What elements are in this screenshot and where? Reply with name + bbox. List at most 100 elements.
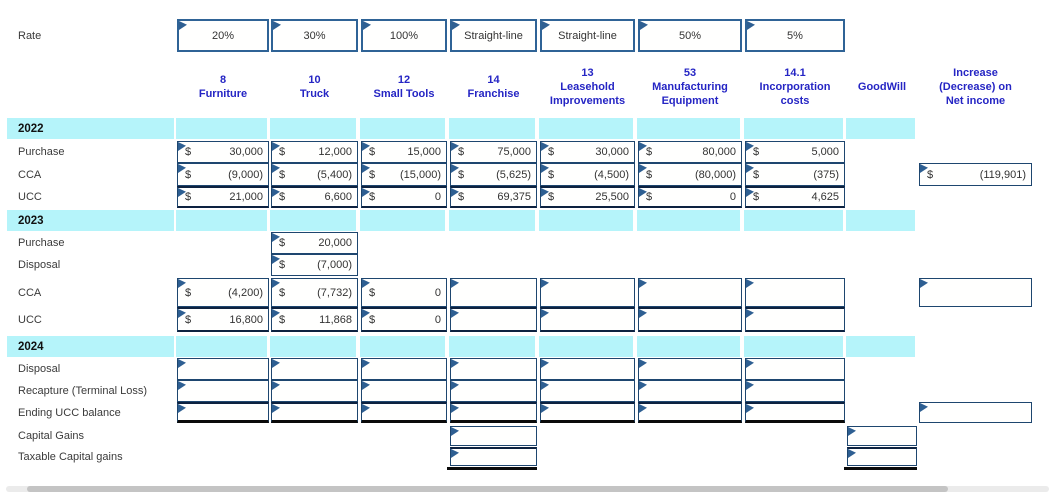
cell-2024-disposal-incorporation[interactable] <box>745 358 845 380</box>
cell-2023-ucc-incorporation[interactable] <box>745 307 845 332</box>
currency-symbol: $ <box>548 168 555 181</box>
rate-cell-leasehold[interactable]: Straight-line <box>540 19 635 52</box>
cell-2023-disposal-truck[interactable]: $ (7,000) <box>271 254 358 276</box>
cell-amount: (7,000) <box>317 259 352 271</box>
rate-value: 5% <box>787 29 803 42</box>
cell-2024-disposal-manufacturing[interactable] <box>638 358 742 380</box>
cell-2023-purchase-truck[interactable]: $20,000 <box>271 232 358 254</box>
cell-2024-ending-ucc-balance-manufacturing[interactable] <box>638 402 742 423</box>
cell-marker-icon <box>451 449 459 458</box>
rate-cell-incorporation[interactable]: 5% <box>745 19 845 52</box>
cell-2024-taxable-capital-gains-franchise[interactable] <box>450 447 537 466</box>
cell-marker-icon <box>272 359 280 368</box>
rate-cell-manufacturing[interactable]: 50% <box>638 19 742 52</box>
rate-value: 30% <box>303 29 326 42</box>
year-band-2023-segment <box>270 210 356 231</box>
cell-2023-ucc-truck[interactable]: $11,868 <box>271 307 358 332</box>
cell-2022-ucc-franchise[interactable]: $69,375 <box>450 186 537 208</box>
cell-2023-ucc-furniture[interactable]: $16,800 <box>177 307 269 332</box>
rate-cell-truck[interactable]: 30% <box>271 19 358 52</box>
cell-2023-cca-small_tools[interactable]: $0 <box>361 278 447 307</box>
cell-2022-purchase-small_tools[interactable]: $15,000 <box>361 141 447 163</box>
cell-marker-icon <box>639 279 647 288</box>
row-label-ending-ucc-balance: Ending UCC balance <box>18 406 121 419</box>
cell-marker-icon <box>362 359 370 368</box>
cell-marker-icon <box>272 255 280 264</box>
cell-amount: 80,000 <box>702 146 736 158</box>
horizontal-scrollbar-thumb[interactable] <box>27 486 948 492</box>
cell-2022-cca-furniture[interactable]: $ (9,000) <box>177 163 269 186</box>
cell-2024-ending-ucc-balance-increase[interactable] <box>919 402 1032 423</box>
cell-2022-purchase-truck[interactable]: $12,000 <box>271 141 358 163</box>
cell-2023-ucc-manufacturing[interactable] <box>638 307 742 332</box>
cell-2024-ending-ucc-balance-small_tools[interactable] <box>361 402 447 423</box>
row-label-disposal: Disposal <box>18 363 61 375</box>
cell-2024-recapture-terminal-loss-incorporation[interactable] <box>745 380 845 402</box>
cell-2024-ending-ucc-balance-franchise[interactable] <box>450 402 537 423</box>
year-band-2023-segment <box>360 210 445 231</box>
cell-marker-icon <box>272 279 280 288</box>
cell-2024-ending-ucc-balance-furniture[interactable] <box>177 402 269 423</box>
cell-2023-ucc-leasehold[interactable] <box>540 307 635 332</box>
cell-2022-ucc-truck[interactable]: $6,600 <box>271 186 358 208</box>
row-label-capital-gains: Capital Gains <box>18 430 85 442</box>
cell-amount: (5,625) <box>496 168 531 181</box>
cell-2024-ending-ucc-balance-truck[interactable] <box>271 402 358 423</box>
cell-amount: (80,000) <box>695 168 736 181</box>
cell-2024-recapture-terminal-loss-small_tools[interactable] <box>361 380 447 402</box>
cell-2022-purchase-leasehold[interactable]: $30,000 <box>540 141 635 163</box>
cell-2024-recapture-terminal-loss-manufacturing[interactable] <box>638 380 742 402</box>
currency-symbol: $ <box>646 146 653 158</box>
cell-2023-cca-leasehold[interactable] <box>540 278 635 307</box>
cell-2022-ucc-incorporation[interactable]: $4,625 <box>745 186 845 208</box>
cell-2024-capital-gains-goodwill[interactable] <box>847 426 917 446</box>
cell-2022-ucc-small_tools[interactable]: $0 <box>361 186 447 208</box>
cell-2024-recapture-terminal-loss-leasehold[interactable] <box>540 380 635 402</box>
cell-2022-cca-incorporation[interactable]: $ (375) <box>745 163 845 186</box>
cell-2024-recapture-terminal-loss-franchise[interactable] <box>450 380 537 402</box>
cell-2024-disposal-small_tools[interactable] <box>361 358 447 380</box>
cell-2022-ucc-furniture[interactable]: $21,000 <box>177 186 269 208</box>
cell-2023-cca-incorporation[interactable] <box>745 278 845 307</box>
cell-marker-icon <box>541 188 549 197</box>
cell-2024-disposal-furniture[interactable] <box>177 358 269 380</box>
cell-amount: 4,625 <box>811 191 839 203</box>
cell-2024-ending-ucc-balance-leasehold[interactable] <box>540 402 635 423</box>
cell-2024-recapture-terminal-loss-furniture[interactable] <box>177 380 269 402</box>
cell-2023-cca-furniture[interactable]: $ (4,200) <box>177 278 269 307</box>
cell-2024-disposal-franchise[interactable] <box>450 358 537 380</box>
cell-2024-disposal-truck[interactable] <box>271 358 358 380</box>
cell-2023-cca-truck[interactable]: $ (7,732) <box>271 278 358 307</box>
cell-2022-cca-franchise[interactable]: $ (5,625) <box>450 163 537 186</box>
cell-2022-ucc-leasehold[interactable]: $25,500 <box>540 186 635 208</box>
rate-cell-small_tools[interactable]: 100% <box>361 19 447 52</box>
cell-marker-icon <box>362 142 370 151</box>
cell-2022-cca-truck[interactable]: $ (5,400) <box>271 163 358 186</box>
cell-2022-cca-small_tools[interactable]: $ (15,000) <box>361 163 447 186</box>
cell-2022-ucc-manufacturing[interactable]: $0 <box>638 186 742 208</box>
cell-2023-ucc-small_tools[interactable]: $0 <box>361 307 447 332</box>
cell-2024-ending-ucc-balance-incorporation[interactable] <box>745 402 845 423</box>
cell-2023-ucc-franchise[interactable] <box>450 307 537 332</box>
column-header-franchise: 14 Franchise <box>467 73 520 100</box>
cell-2023-cca-increase[interactable] <box>919 278 1032 307</box>
cell-2022-purchase-furniture[interactable]: $30,000 <box>177 141 269 163</box>
cell-2022-cca-increase[interactable]: $ (119,901) <box>919 163 1032 186</box>
cell-marker-icon <box>362 188 370 197</box>
row-label-ucc: UCC <box>18 313 42 326</box>
cell-2023-cca-manufacturing[interactable] <box>638 278 742 307</box>
cell-2022-cca-manufacturing[interactable]: $ (80,000) <box>638 163 742 186</box>
rate-cell-furniture[interactable]: 20% <box>177 19 269 52</box>
year-band-2023-segment <box>637 210 740 231</box>
cell-2024-disposal-leasehold[interactable] <box>540 358 635 380</box>
rate-cell-franchise[interactable]: Straight-line <box>450 19 537 52</box>
cell-2024-recapture-terminal-loss-truck[interactable] <box>271 380 358 402</box>
cell-2022-cca-leasehold[interactable]: $ (4,500) <box>540 163 635 186</box>
cell-2024-taxable-capital-gains-goodwill[interactable] <box>847 447 917 466</box>
cell-marker-icon <box>362 279 370 288</box>
cell-2022-purchase-manufacturing[interactable]: $80,000 <box>638 141 742 163</box>
cell-2024-capital-gains-franchise[interactable] <box>450 426 537 446</box>
cell-2023-cca-franchise[interactable] <box>450 278 537 307</box>
cell-2022-purchase-franchise[interactable]: $75,000 <box>450 141 537 163</box>
cell-2022-purchase-incorporation[interactable]: $5,000 <box>745 141 845 163</box>
